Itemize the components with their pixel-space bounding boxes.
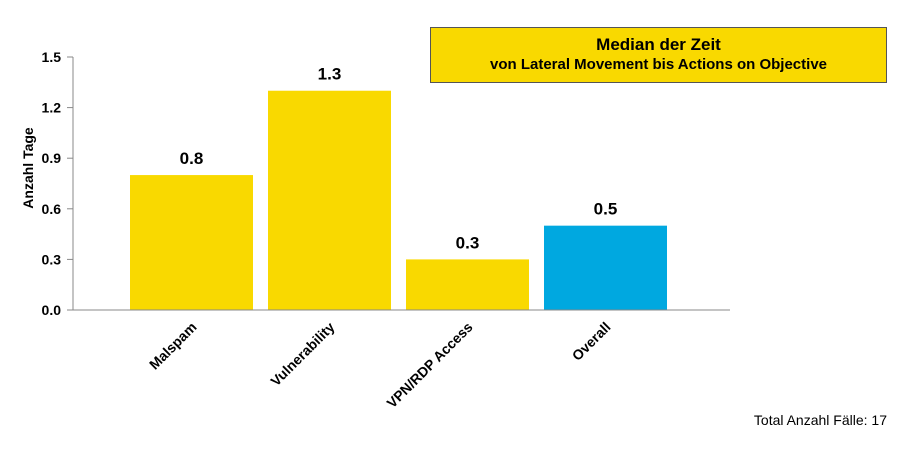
x-tick-label: VPN/RDP Access (383, 319, 475, 411)
x-axis: Malspam Vulnerability VPN/RDP Access Overal… (73, 309, 730, 411)
y-tick-label: 1.5 (42, 49, 62, 65)
bars: 0.8 1.3 0.3 0.5 (130, 65, 667, 310)
bar (268, 90, 391, 310)
bar (406, 259, 529, 310)
y-axis-label: Anzahl Tage (20, 127, 36, 209)
bar-value-label: 1.3 (318, 65, 342, 84)
x-tick-label: Malspam (146, 319, 200, 373)
y-tick-label: 0.0 (42, 302, 62, 318)
chart-title-line-2: von Lateral Movement bis Actions on Obje… (489, 56, 828, 73)
bar-value-label: 0.3 (456, 233, 480, 252)
y-tick-label: 1.2 (42, 100, 62, 116)
bar-value-label: 0.5 (594, 200, 618, 219)
bar (130, 175, 253, 310)
chart-title: Median der Zeit von Lateral Movement bis… (430, 27, 887, 83)
x-tick-label: Overall (569, 319, 614, 364)
bar-value-label: 0.8 (180, 149, 204, 168)
chart-title-line-1: Median der Zeit (596, 35, 721, 54)
y-tick-label: 0.9 (42, 150, 62, 166)
total-cases-note: Total Anzahl Fälle: 17 (753, 412, 887, 428)
y-axis: 0.0 0.3 0.6 0.9 1.2 1.5 (42, 49, 74, 318)
x-tick-label: Vulnerability (267, 319, 338, 390)
y-tick-label: 0.6 (42, 201, 62, 217)
bar (544, 225, 667, 310)
y-tick-label: 0.3 (42, 251, 62, 267)
